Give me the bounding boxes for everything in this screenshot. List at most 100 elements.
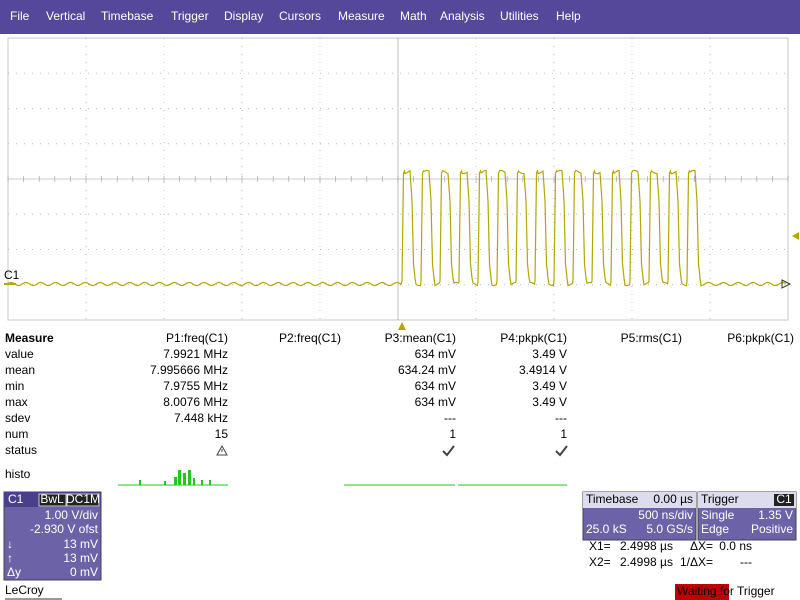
histo-bar [164, 481, 166, 485]
status-icons [216, 444, 568, 457]
param-header[interactable]: P4:pkpk(C1) [500, 331, 567, 345]
timebase-title: Timebase [586, 492, 639, 506]
measure-value: 7.995666 MHz [150, 363, 228, 377]
measure-value: 3.4914 V [519, 363, 567, 377]
histo-bar [209, 480, 211, 485]
menu-item[interactable]: Utilities [500, 9, 539, 23]
cursor-delta-value: --- [740, 555, 752, 569]
trigger-mode: Single [701, 508, 735, 522]
menu-item[interactable]: Display [224, 9, 263, 23]
channel-row-label: ↑ [7, 551, 13, 565]
channel-marker: C1 [4, 268, 20, 282]
graticule [7, 38, 789, 320]
measure-table: Measure P1:freq(C1) P2:freq(C1) P3:mean(C1)… [5, 331, 794, 481]
trigger-level: 1.35 V [758, 508, 793, 522]
cursor-delta-value: 0.0 ns [719, 539, 752, 553]
timebase-scale: 500 ns/div [638, 508, 693, 522]
cursor-label: X1= [589, 539, 611, 553]
measure-value: 15 [215, 427, 229, 441]
channel-bandwidth: BwL [40, 492, 64, 506]
measure-value: --- [555, 411, 567, 425]
trigger-source-badge [774, 494, 794, 506]
histo-bar [174, 477, 177, 485]
param-header[interactable]: P2:freq(C1) [279, 331, 341, 345]
measure-value: 634 mV [415, 379, 456, 393]
channel-row-value: 13 mV [63, 537, 98, 551]
measure-value: 1 [560, 427, 567, 441]
bandwidth-badge [38, 493, 67, 507]
param-header[interactable]: P6:pkpk(C1) [727, 331, 794, 345]
menu-bar [0, 0, 800, 34]
status-highlight [675, 584, 729, 600]
row-label: max [5, 395, 28, 409]
measure-value: 634 mV [415, 347, 456, 361]
menu-item[interactable]: Measure [338, 9, 385, 23]
menu: File Vertical Timebase Trigger Display Cursor… [10, 9, 581, 23]
status-text: Waiting for Trigger [677, 584, 775, 598]
channel-scale: 1.00 V/div [45, 508, 98, 522]
param-header[interactable]: P3:mean(C1) [385, 331, 456, 345]
menu-item[interactable]: Math [400, 9, 427, 23]
right-marker [781, 279, 792, 289]
measure-value: 3.49 V [532, 347, 567, 361]
row-label: mean [5, 363, 35, 377]
histo-bar [188, 470, 191, 485]
histo-bar [183, 473, 186, 485]
row-label: min [5, 379, 24, 393]
cursor-value: 2.4998 µs [620, 555, 673, 569]
cursor-delta-label: 1/ΔX= [680, 555, 713, 569]
logo: LeCroy [5, 583, 44, 597]
trigger-header [698, 492, 796, 508]
menu-item[interactable]: Help [556, 9, 581, 23]
ui-texts: C1 BwL DC1M 1.00 V/div-2.930 V ofst ↓ 13 mV ↑ 1… [5, 492, 793, 598]
measure-value: 3.49 V [532, 379, 567, 393]
timebase-header [583, 492, 696, 508]
measure-value: 7.9921 MHz [163, 347, 228, 361]
trigger-source: C1 [776, 492, 792, 506]
menu-item[interactable]: Vertical [46, 9, 85, 23]
timebase-rate: 5.0 GS/s [646, 522, 693, 536]
row-label: num [5, 427, 28, 441]
check-icon [555, 445, 568, 457]
channel-row-value: 0 mV [70, 565, 98, 579]
histo-bar [139, 480, 141, 485]
channel-row-label: ↓ [7, 537, 13, 551]
menu-item[interactable]: File [10, 9, 30, 23]
trigger-level-marker [792, 232, 799, 240]
param-header[interactable]: P1:freq(C1) [166, 331, 228, 345]
trigger-type: Edge [701, 522, 729, 536]
measure-value: 3.49 V [532, 395, 567, 409]
menu-item[interactable]: Cursors [279, 9, 321, 23]
check-icon [442, 445, 455, 457]
param-header[interactable]: P5:rms(C1) [621, 331, 682, 345]
menu-item[interactable]: Analysis [440, 9, 485, 23]
menu-item[interactable]: Timebase [101, 9, 154, 23]
measure-title: Measure [5, 331, 54, 345]
measure-value: 634.24 mV [398, 363, 456, 377]
measure-value: 7.448 kHz [174, 411, 228, 425]
histo-bar [201, 480, 203, 485]
measure-value: 1 [449, 427, 456, 441]
measure-value: 8.0076 MHz [163, 395, 228, 409]
cursor-value: 2.4998 µs [620, 539, 673, 553]
row-label: status [5, 443, 37, 457]
row-label: value [5, 347, 34, 361]
cursor-delta-label: ΔX= [690, 539, 713, 553]
measure-value: 7.9755 MHz [163, 379, 228, 393]
trigger-title: Trigger [701, 492, 739, 506]
coupling-badge [66, 493, 100, 507]
row-label: sdev [5, 411, 30, 425]
histo-label: histo [5, 467, 31, 481]
channel-row-label: Δy [7, 565, 21, 579]
measure-value: 634 mV [415, 395, 456, 409]
warning-icon [216, 444, 228, 456]
histo-bar [178, 470, 181, 485]
menu-item[interactable]: Trigger [171, 9, 209, 23]
cursor-label: X2= [589, 555, 611, 569]
timebase-samples: 25.0 kS [586, 522, 627, 536]
measure-value: --- [444, 411, 456, 425]
timebase-delay: 0.00 µs [653, 492, 693, 506]
trigger-slope: Positive [751, 522, 793, 536]
waveform [7, 169, 787, 287]
